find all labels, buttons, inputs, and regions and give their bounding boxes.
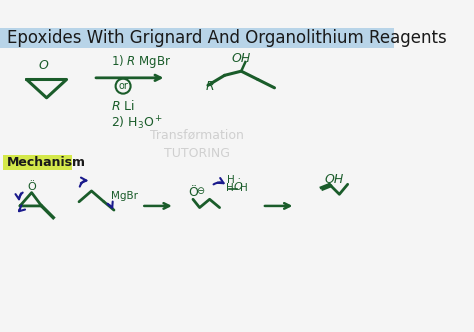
Text: H: H	[228, 175, 235, 185]
Text: Epoxides With Grignard And Organolithium Reagents: Epoxides With Grignard And Organolithium…	[7, 29, 447, 47]
Text: Ö: Ö	[27, 182, 36, 192]
Text: or: or	[118, 81, 128, 91]
Text: ..: ..	[28, 187, 34, 196]
Text: Transførmation
TUTORING: Transførmation TUTORING	[150, 129, 244, 160]
Text: Ö: Ö	[188, 186, 198, 199]
Text: OH: OH	[232, 52, 251, 65]
Text: $\dot{O}$: $\dot{O}$	[233, 178, 243, 193]
Circle shape	[116, 79, 130, 94]
Text: 1) $\mathit{R}$ MgBr: 1) $\mathit{R}$ MgBr	[110, 53, 171, 70]
Text: ⊖: ⊖	[196, 186, 204, 196]
Text: H: H	[226, 183, 234, 193]
Text: 2) H$_3$O$^+$: 2) H$_3$O$^+$	[110, 115, 163, 132]
Text: R: R	[206, 80, 215, 93]
Text: Mechanism: Mechanism	[7, 156, 86, 169]
Text: OH: OH	[324, 173, 344, 186]
Text: O: O	[38, 59, 48, 72]
Text: MgBr: MgBr	[110, 191, 137, 201]
FancyBboxPatch shape	[0, 28, 394, 48]
FancyBboxPatch shape	[3, 155, 72, 170]
Text: H: H	[239, 183, 247, 193]
Text: $\mathit{R}$ Li: $\mathit{R}$ Li	[110, 100, 135, 114]
